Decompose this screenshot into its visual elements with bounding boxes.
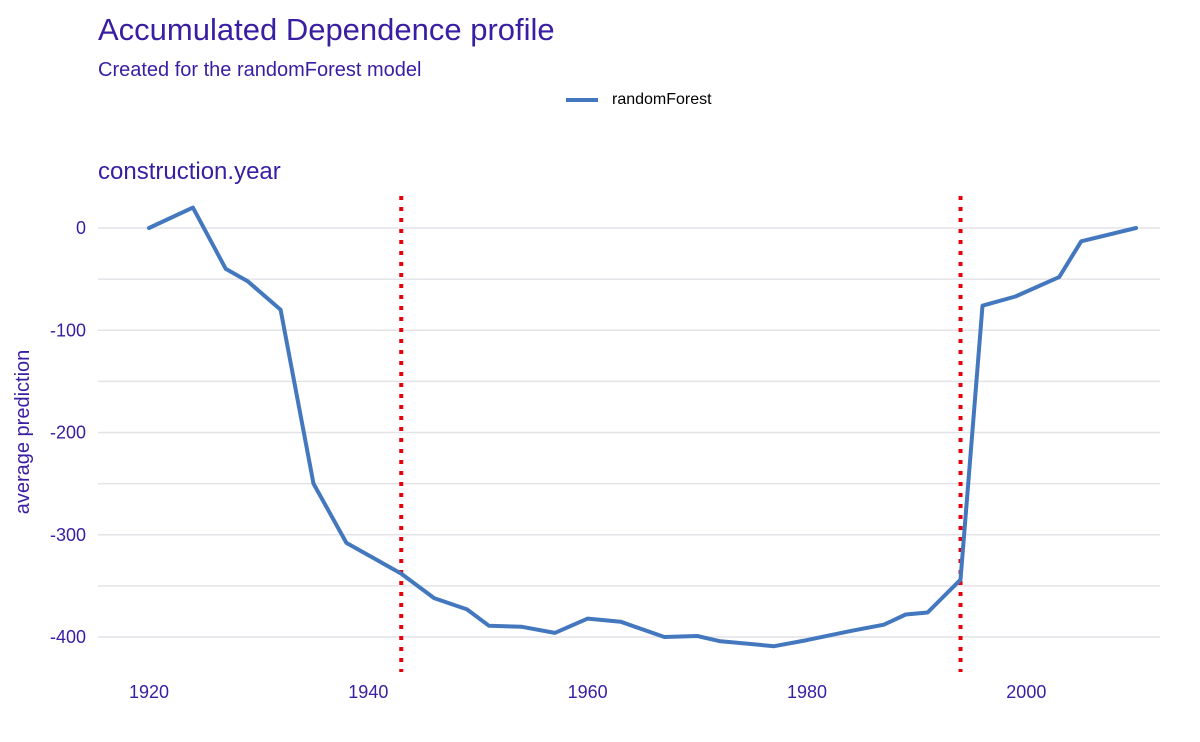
y-axis-label: average prediction bbox=[12, 350, 34, 515]
series-layer bbox=[147, 205, 1138, 649]
legend-label-randomforest: randomForest bbox=[612, 91, 712, 108]
grid-layer bbox=[98, 227, 1160, 638]
y-tick-layer: 0 -100 -200 -300 -400 bbox=[50, 218, 86, 647]
y-tick-label: -200 bbox=[50, 423, 86, 443]
panel-title: construction.year bbox=[98, 158, 281, 185]
x-tick-label: 1960 bbox=[568, 682, 608, 702]
y-tick-label: -100 bbox=[50, 320, 86, 340]
legend-swatch-randomforest bbox=[566, 98, 598, 102]
x-tick-layer: 1920 1940 1960 1980 2000 bbox=[129, 682, 1046, 702]
y-tick-label: -300 bbox=[50, 525, 86, 545]
chart-subtitle: Created for the randomForest model bbox=[98, 59, 422, 81]
x-tick-label: 2000 bbox=[1006, 682, 1046, 702]
x-tick-label: 1920 bbox=[129, 682, 169, 702]
chart-title: Accumulated Dependence profile bbox=[98, 12, 555, 47]
x-tick-label: 1940 bbox=[348, 682, 388, 702]
series-line-randomforest bbox=[147, 205, 1138, 649]
legend: randomForest bbox=[566, 89, 712, 111]
y-tick-label: 0 bbox=[76, 218, 86, 238]
vline-layer bbox=[399, 196, 963, 672]
y-tick-label: -400 bbox=[50, 627, 86, 647]
x-tick-label: 1980 bbox=[787, 682, 827, 702]
